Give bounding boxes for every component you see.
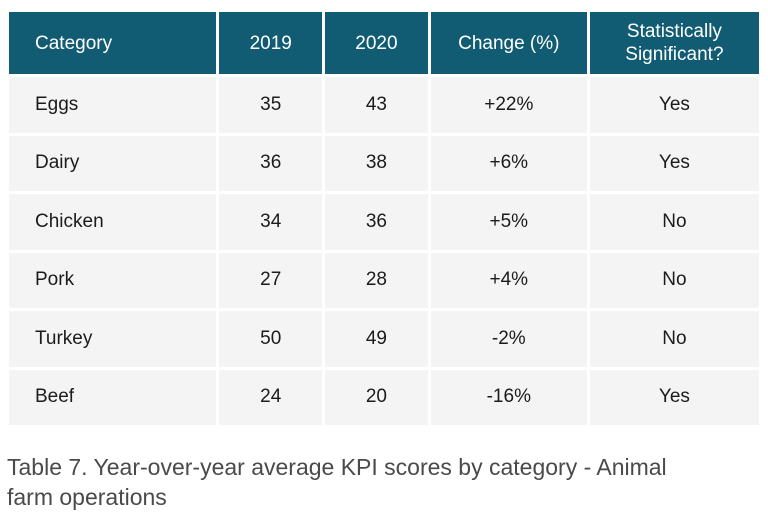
cell-2020: 28 — [325, 252, 428, 308]
cell-significant: Yes — [589, 369, 759, 425]
cell-2019: 34 — [219, 194, 323, 250]
cell-change: +4% — [430, 252, 587, 308]
kpi-table-container: Category 2019 2020 Change (%) Statistica… — [6, 9, 762, 428]
header-2019: 2019 — [219, 12, 323, 74]
cell-significant: No — [589, 311, 759, 367]
table-row: Chicken 34 36 +5% No — [9, 194, 759, 250]
cell-change: -2% — [430, 311, 587, 367]
cell-significant: No — [589, 194, 759, 250]
cell-2019: 27 — [219, 252, 323, 308]
table-caption: Table 7. Year-over-year average KPI scor… — [7, 454, 667, 510]
cell-significant: Yes — [589, 77, 759, 133]
cell-2019: 35 — [219, 77, 323, 133]
cell-2020: 20 — [325, 369, 428, 425]
cell-category: Turkey — [9, 311, 217, 367]
table-row: Beef 24 20 -16% Yes — [9, 369, 759, 425]
table-header: Category 2019 2020 Change (%) Statistica… — [9, 12, 759, 74]
table-body: Eggs 35 43 +22% Yes Dairy 36 38 +6% Yes … — [9, 77, 759, 425]
cell-change: -16% — [430, 369, 587, 425]
header-row: Category 2019 2020 Change (%) Statistica… — [9, 12, 759, 74]
cell-significant: No — [589, 252, 759, 308]
table-row: Turkey 50 49 -2% No — [9, 311, 759, 367]
cell-category: Dairy — [9, 135, 217, 191]
table-row: Dairy 36 38 +6% Yes — [9, 135, 759, 191]
header-change: Change (%) — [430, 12, 587, 74]
cell-change: +22% — [430, 77, 587, 133]
cell-2020: 49 — [325, 311, 428, 367]
cell-change: +5% — [430, 194, 587, 250]
cell-category: Pork — [9, 252, 217, 308]
cell-2019: 50 — [219, 311, 323, 367]
cell-significant: Yes — [589, 135, 759, 191]
header-category: Category — [9, 12, 217, 74]
cell-2020: 43 — [325, 77, 428, 133]
cell-2020: 36 — [325, 194, 428, 250]
cell-category: Eggs — [9, 77, 217, 133]
cell-2019: 36 — [219, 135, 323, 191]
cell-change: +6% — [430, 135, 587, 191]
header-significant: Statistically Significant? — [589, 12, 759, 74]
table-row: Eggs 35 43 +22% Yes — [9, 77, 759, 133]
cell-2020: 38 — [325, 135, 428, 191]
header-2020: 2020 — [325, 12, 428, 74]
kpi-table: Category 2019 2020 Change (%) Statistica… — [6, 9, 762, 428]
cell-category: Beef — [9, 369, 217, 425]
cell-2019: 24 — [219, 369, 323, 425]
table-row: Pork 27 28 +4% No — [9, 252, 759, 308]
cell-category: Chicken — [9, 194, 217, 250]
